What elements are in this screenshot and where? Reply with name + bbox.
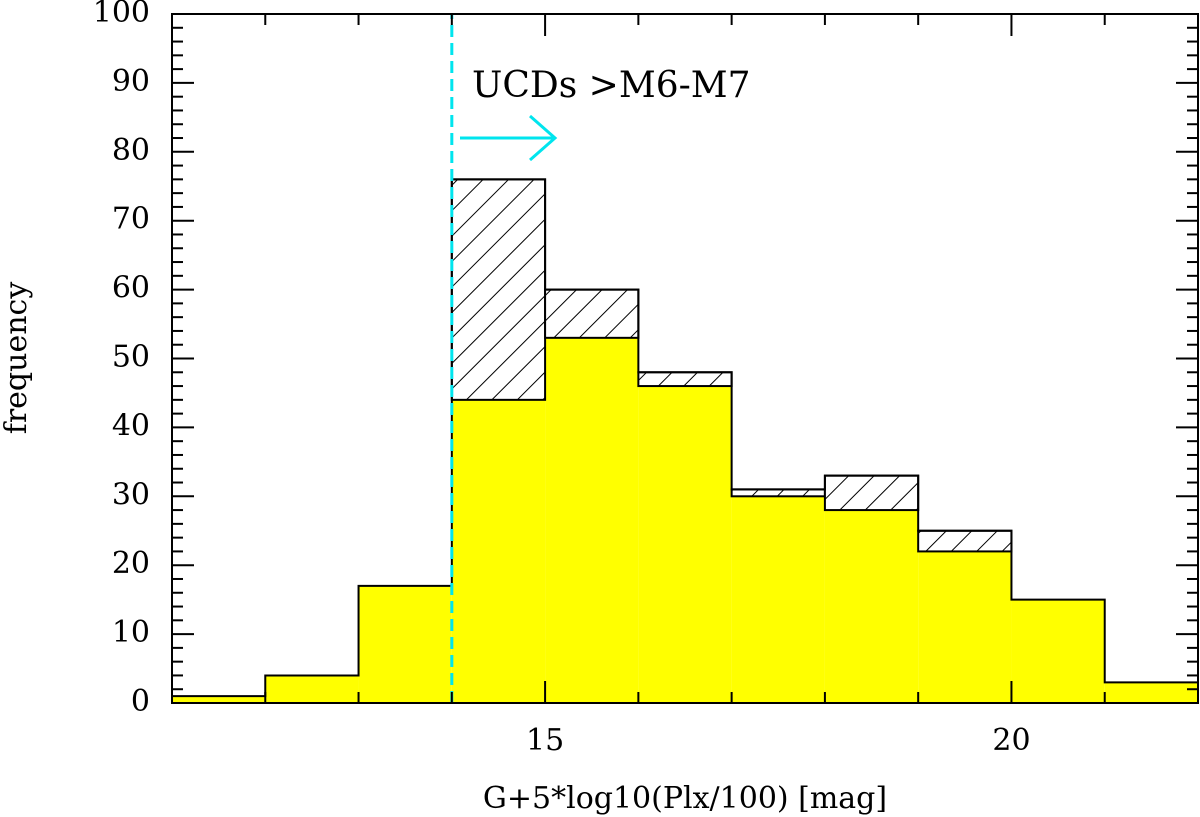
x-axis-label: G+5*log10(Plx/100) [mag] [483,781,887,816]
x-tick-label: 15 [526,723,564,758]
bar [172,696,266,703]
bar [544,288,640,339]
y-tick-label: 0 [131,684,150,719]
bar [730,488,826,498]
annotation: UCDs >M6-M7 [472,65,751,106]
bar [451,399,546,703]
bar [731,496,825,703]
bar [637,371,733,388]
y-tick-label: 90 [112,64,150,99]
y-tick-label: 70 [112,202,150,237]
bar [358,585,452,703]
y-axis-label: frequency [0,282,34,435]
bar [1104,682,1198,703]
y-tick-label: 50 [112,340,150,375]
bar [823,474,920,512]
annotation-arrow [460,114,558,162]
bars [171,178,1199,703]
bar [265,675,359,703]
bar [918,551,1012,703]
bar [545,337,639,703]
y-tick-label: 100 [93,0,150,30]
histogram-outline [171,178,1199,703]
bar [450,178,547,401]
y-tick-label: 80 [112,133,150,168]
x-tick-label: 20 [992,723,1030,758]
overlay: UCDs >M6-M7 0 10 20 30 40 50 60 70 80 90 100 15 20 [93,0,1199,758]
y-tick-label: 40 [112,408,150,443]
y-tick-label: 60 [112,271,150,306]
bar [638,386,732,703]
y-tick-label: 20 [112,546,150,581]
y-tick-label: 10 [112,615,150,650]
bar [824,510,919,703]
bar [1011,599,1105,703]
y-tick-label: 30 [112,477,150,512]
bar [917,529,1013,553]
